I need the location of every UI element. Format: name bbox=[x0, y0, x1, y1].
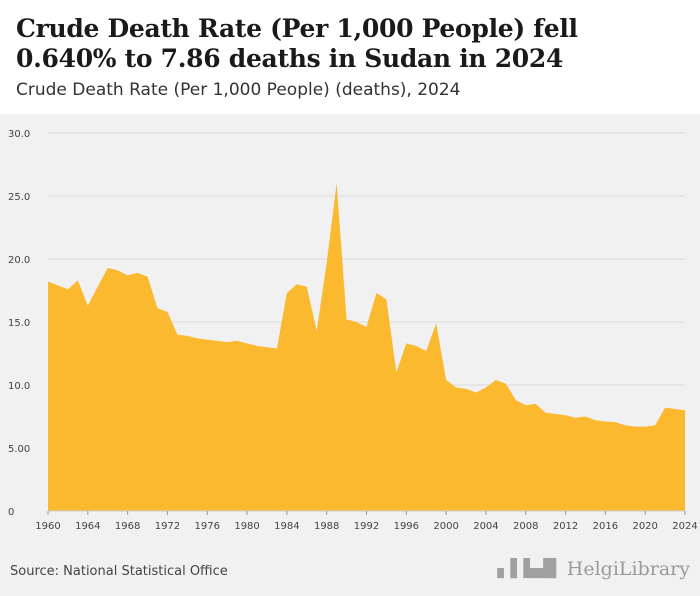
y-tick-label: 30.0 bbox=[8, 129, 30, 140]
x-tick-label: 1984 bbox=[274, 521, 299, 532]
axis-layer: 0 5.00 10.0 15.0 20.0 25.0 30.0 1960 1964 1968 197… bbox=[8, 129, 698, 532]
y-tick-label: 5.00 bbox=[8, 444, 30, 455]
chart-subtitle: Crude Death Rate (Per 1,000 People) (dea… bbox=[16, 80, 461, 100]
x-tick-label: 2012 bbox=[553, 521, 578, 532]
y-tick-label: 0 bbox=[8, 507, 14, 518]
x-tick-label: 2020 bbox=[632, 521, 657, 532]
x-tick-label: 2000 bbox=[433, 521, 458, 532]
x-tick-label: 1960 bbox=[35, 521, 60, 532]
helgilibrary-logo[interactable]: ▖▌▙▟▌ HelgiLibrary bbox=[497, 558, 690, 580]
chart-title: Crude Death Rate (Per 1,000 People) fell… bbox=[16, 14, 578, 73]
x-tick-label: 1980 bbox=[234, 521, 259, 532]
x-tick-label: 1972 bbox=[155, 521, 180, 532]
x-tick-label: 1976 bbox=[195, 521, 220, 532]
x-tick-label: 2016 bbox=[593, 521, 618, 532]
x-tick-label: 2004 bbox=[473, 521, 498, 532]
chart-area: 0 5.00 10.0 15.0 20.0 25.0 30.0 1960 1964 1968 197… bbox=[0, 114, 700, 542]
y-tick-label: 20.0 bbox=[8, 255, 30, 266]
area-series-crude-death-rate bbox=[48, 183, 685, 511]
x-tick-label: 1996 bbox=[394, 521, 419, 532]
x-tick-label: 2008 bbox=[513, 521, 538, 532]
y-tick-label: 15.0 bbox=[8, 318, 30, 329]
series-layer bbox=[47, 183, 686, 511]
city-skyline-icon: ▖▌▙▟▌ bbox=[497, 559, 563, 579]
area-chart: 0 5.00 10.0 15.0 20.0 25.0 30.0 1960 1964 1968 197… bbox=[8, 129, 698, 532]
footer: Source: National Statistical Office ▖▌▙▟… bbox=[0, 542, 700, 596]
y-tick-label: 10.0 bbox=[8, 381, 30, 392]
x-tick-label: 1968 bbox=[115, 521, 140, 532]
header: Crude Death Rate (Per 1,000 People) fell… bbox=[0, 0, 700, 114]
y-tick-label: 25.0 bbox=[8, 192, 30, 203]
x-tick-label: 1964 bbox=[75, 521, 100, 532]
source-note: Source: National Statistical Office bbox=[10, 564, 228, 579]
x-tick-label: 2024 bbox=[672, 521, 697, 532]
logo-text: HelgiLibrary bbox=[566, 558, 690, 580]
x-tick-label: 1992 bbox=[354, 521, 379, 532]
x-tick-label: 1988 bbox=[314, 521, 339, 532]
